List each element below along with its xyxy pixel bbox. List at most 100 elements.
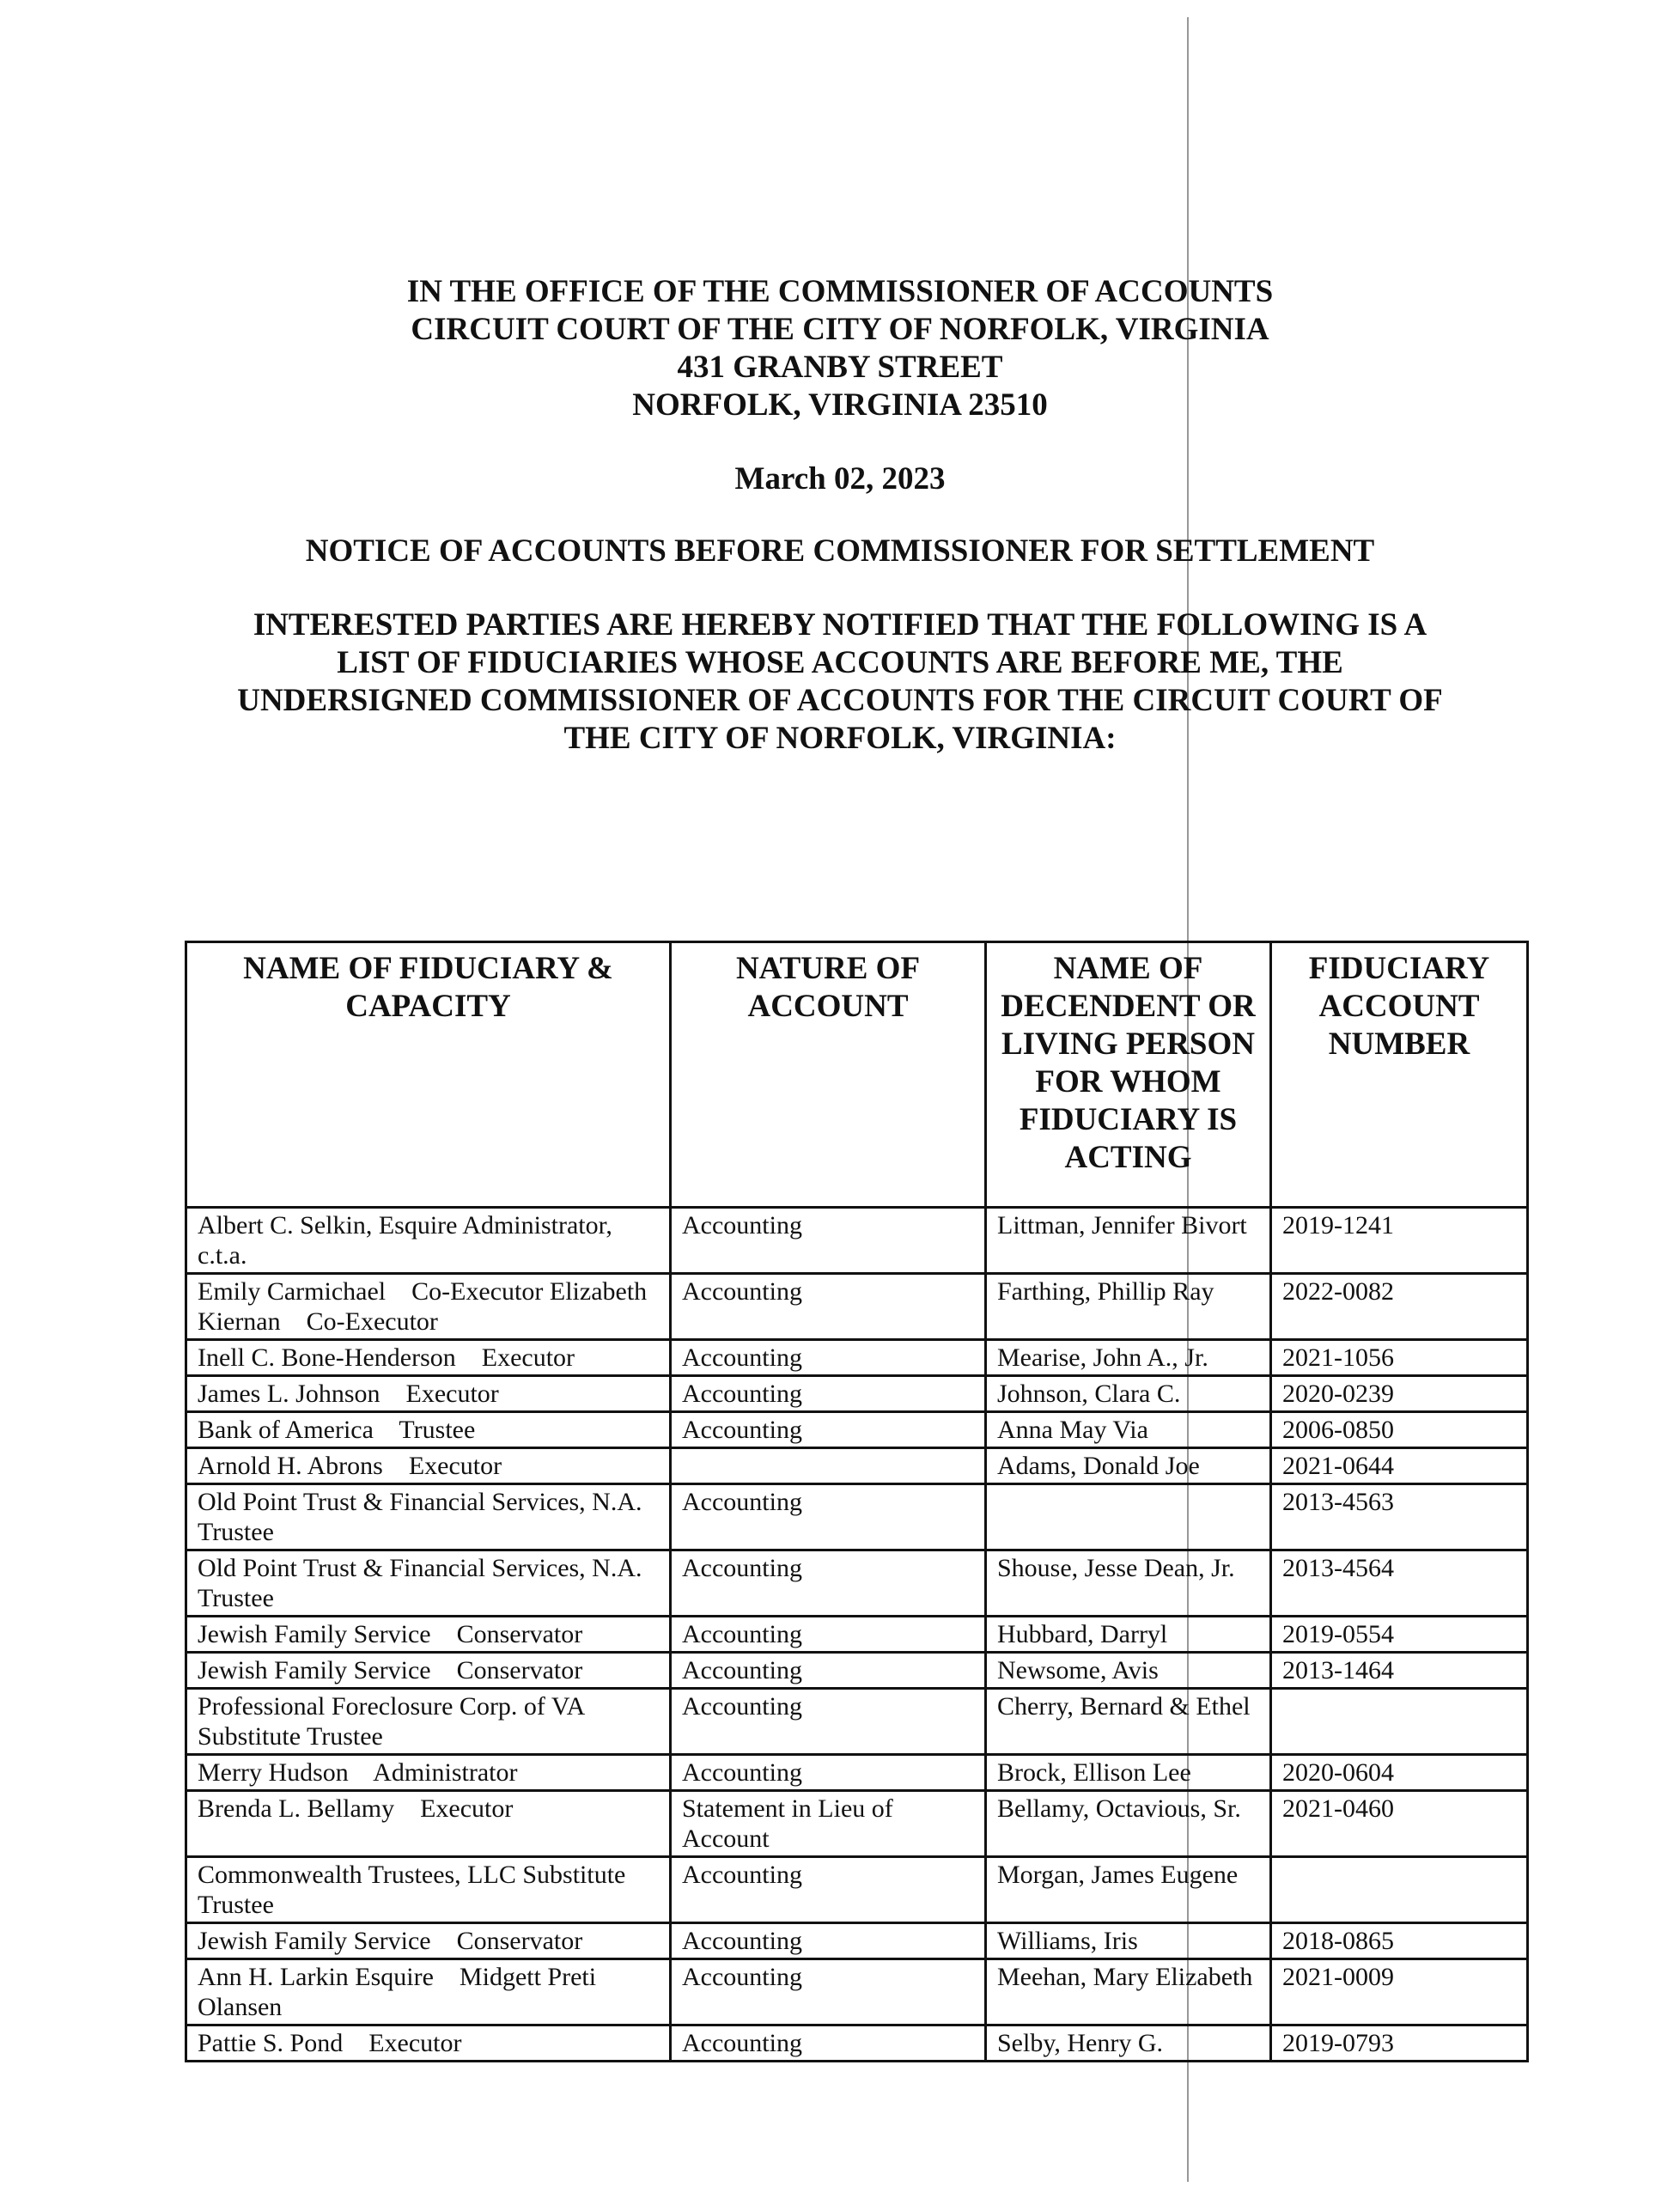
paragraph-line: THE CITY OF NORFOLK, VIRGINIA: [563, 721, 1117, 756]
cell-person: Johnson, Clara C. [984, 1374, 1272, 1413]
cell-person: Brock, Ellison Lee [984, 1753, 1272, 1792]
cell-fiduciary: Emily Carmichael Co-Executor Elizabeth K… [185, 1272, 672, 1341]
cell-nature: Accounting [669, 1753, 987, 1792]
cell-account-number: 2021-0009 [1269, 1958, 1529, 2026]
notice-paragraph: INTERESTED PARTIES ARE HEREBY NOTIFIED T… [0, 606, 1680, 758]
table-row: Jewish Family Service Conservator Account… [185, 1615, 1529, 1654]
cell-nature: Accounting [669, 1549, 987, 1617]
cell-fiduciary: Old Point Trust & Financial Services, N.… [185, 1549, 672, 1617]
cell-person: Farthing, Phillip Ray [984, 1272, 1272, 1341]
header-line: 431 GRANBY STREET [677, 350, 1003, 385]
cell-nature: Accounting [669, 1687, 987, 1756]
cell-fiduciary: Arnold H. Abrons Executor [185, 1447, 672, 1485]
cell-account-number: 2021-0644 [1269, 1447, 1529, 1485]
cell-account-number: 2013-4563 [1269, 1483, 1529, 1551]
paragraph-line: INTERESTED PARTIES ARE HEREBY NOTIFIED T… [253, 607, 1427, 643]
cell-account-number: 2019-0793 [1269, 2024, 1529, 2062]
fiduciary-table: NAME OF FIDUCIARY & CAPACITY NATURE OF A… [185, 941, 1529, 2062]
cell-person [984, 1483, 1272, 1551]
column-header-nature: NATURE OF ACCOUNT [669, 941, 987, 1209]
table-row: Professional Foreclosure Corp. of VA Sub… [185, 1687, 1529, 1756]
column-header-number: FIDUCIARY ACCOUNT NUMBER [1269, 941, 1529, 1209]
cell-account-number: 2020-0239 [1269, 1374, 1529, 1413]
cell-person: Newsome, Avis [984, 1651, 1272, 1690]
column-header-person: NAME OF DECENDENT OR LIVING PERSON FOR W… [984, 941, 1272, 1209]
notice-title: NOTICE OF ACCOUNTS BEFORE COMMISSIONER F… [305, 533, 1375, 569]
cell-account-number [1269, 1855, 1529, 1924]
cell-nature: Accounting [669, 1374, 987, 1413]
cell-account-number: 2006-0850 [1269, 1410, 1529, 1449]
cell-nature [669, 1447, 987, 1485]
cell-account-number [1269, 1687, 1529, 1756]
cell-person: Hubbard, Darryl [984, 1615, 1272, 1654]
cell-account-number: 2020-0604 [1269, 1753, 1529, 1792]
cell-nature: Statement in Lieu of Account [669, 1789, 987, 1858]
cell-person: Meehan, Mary Elizabeth [984, 1958, 1272, 2026]
cell-fiduciary: Commonwealth Trustees, LLC Substitute Tr… [185, 1855, 672, 1924]
table-row: Old Point Trust & Financial Services, N.… [185, 1483, 1529, 1551]
cell-nature: Accounting [669, 1615, 987, 1654]
cell-account-number: 2022-0082 [1269, 1272, 1529, 1341]
cell-person: Morgan, James Eugene [984, 1855, 1272, 1924]
cell-person: Bellamy, Octavious, Sr. [984, 1789, 1272, 1858]
cell-nature: Accounting [669, 1958, 987, 2026]
notice-date: March 02, 2023 [734, 461, 946, 496]
paragraph-line: UNDERSIGNED COMMISSIONER OF ACCOUNTS FOR… [237, 683, 1443, 718]
cell-fiduciary: Merry Hudson Administrator [185, 1753, 672, 1792]
table-row: Bank of America Trustee Accounting Anna Ma… [185, 1410, 1529, 1449]
table-row: Pattie S. Pond Executor Accounting Selby, … [185, 2024, 1529, 2062]
cell-fiduciary: Jewish Family Service Conservator [185, 1651, 672, 1690]
court-header: IN THE OFFICE OF THE COMMISSIONER OF ACC… [0, 273, 1680, 424]
table-row: Albert C. Selkin, Esquire Administrator,… [185, 1206, 1529, 1275]
cell-nature: Accounting [669, 1338, 987, 1377]
cell-fiduciary: Ann H. Larkin Esquire Midgett Preti Olan… [185, 1958, 672, 2026]
cell-nature: Accounting [669, 1206, 987, 1275]
table-row: Jewish Family Service Conservator Account… [185, 1651, 1529, 1690]
cell-person: Cherry, Bernard & Ethel [984, 1687, 1272, 1756]
cell-fiduciary: Brenda L. Bellamy Executor [185, 1789, 672, 1858]
cell-person: Adams, Donald Joe [984, 1447, 1272, 1485]
cell-account-number: 2021-0460 [1269, 1789, 1529, 1858]
cell-account-number: 2013-1464 [1269, 1651, 1529, 1690]
paragraph-line: LIST OF FIDUCIARIES WHOSE ACCOUNTS ARE B… [337, 645, 1343, 680]
cell-fiduciary: Jewish Family Service Conservator [185, 1615, 672, 1654]
table-row: Emily Carmichael Co-Executor Elizabeth K… [185, 1272, 1529, 1341]
cell-nature: Accounting [669, 1272, 987, 1341]
cell-fiduciary: Inell C. Bone-Henderson Executor [185, 1338, 672, 1377]
header-line: CIRCUIT COURT OF THE CITY OF NORFOLK, VI… [411, 312, 1269, 347]
cell-person: Littman, Jennifer Bivort [984, 1206, 1272, 1275]
table-row: James L. Johnson Executor Accounting Johns… [185, 1374, 1529, 1413]
table-header-row: NAME OF FIDUCIARY & CAPACITY NATURE OF A… [185, 941, 1529, 1209]
cell-nature: Accounting [669, 2024, 987, 2062]
cell-fiduciary: Professional Foreclosure Corp. of VA Sub… [185, 1687, 672, 1756]
cell-account-number: 2019-0554 [1269, 1615, 1529, 1654]
table-row: Jewish Family Service Conservator Account… [185, 1922, 1529, 1960]
table-row: Ann H. Larkin Esquire Midgett Preti Olan… [185, 1958, 1529, 2026]
cell-fiduciary: Jewish Family Service Conservator [185, 1922, 672, 1960]
cell-nature: Accounting [669, 1410, 987, 1449]
cell-nature: Accounting [669, 1483, 987, 1551]
cell-account-number: 2013-4564 [1269, 1549, 1529, 1617]
table-row: Merry Hudson Administrator Accounting Broc… [185, 1753, 1529, 1792]
table-row: Inell C. Bone-Henderson Executor Accounti… [185, 1338, 1529, 1377]
cell-fiduciary: Old Point Trust & Financial Services, N.… [185, 1483, 672, 1551]
cell-account-number: 2019-1241 [1269, 1206, 1529, 1275]
table-row: Commonwealth Trustees, LLC Substitute Tr… [185, 1855, 1529, 1924]
cell-fiduciary: Bank of America Trustee [185, 1410, 672, 1449]
cell-fiduciary: Pattie S. Pond Executor [185, 2024, 672, 2062]
table-row: Arnold H. Abrons Executor Adams, Donald J… [185, 1447, 1529, 1485]
cell-fiduciary: James L. Johnson Executor [185, 1374, 672, 1413]
cell-nature: Accounting [669, 1855, 987, 1924]
cell-person: Williams, Iris [984, 1922, 1272, 1960]
cell-person: Shouse, Jesse Dean, Jr. [984, 1549, 1272, 1617]
table-row: Old Point Trust & Financial Services, N.… [185, 1549, 1529, 1617]
cell-nature: Accounting [669, 1922, 987, 1960]
cell-person: Selby, Henry G. [984, 2024, 1272, 2062]
column-header-fiduciary: NAME OF FIDUCIARY & CAPACITY [185, 941, 672, 1209]
cell-account-number: 2021-1056 [1269, 1338, 1529, 1377]
cell-fiduciary: Albert C. Selkin, Esquire Administrator,… [185, 1206, 672, 1275]
header-line: IN THE OFFICE OF THE COMMISSIONER OF ACC… [406, 274, 1274, 309]
cell-person: Mearise, John A., Jr. [984, 1338, 1272, 1377]
header-line: NORFOLK, VIRGINIA 23510 [632, 387, 1048, 423]
cell-person: Anna May Via [984, 1410, 1272, 1449]
